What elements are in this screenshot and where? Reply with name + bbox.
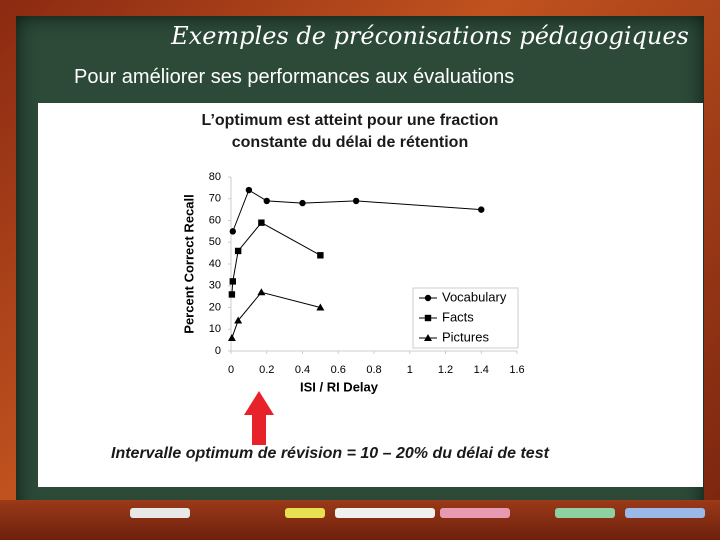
chalk-ledge bbox=[0, 500, 720, 540]
x-tick-label: 0.6 bbox=[331, 364, 346, 376]
y-axis-label: Percent Correct Recall bbox=[181, 194, 196, 333]
marker bbox=[227, 333, 236, 341]
chalk bbox=[440, 508, 510, 518]
marker bbox=[424, 294, 432, 302]
marker bbox=[229, 278, 236, 285]
marker bbox=[258, 219, 265, 226]
marker bbox=[263, 197, 270, 205]
marker bbox=[229, 228, 236, 235]
arrow bbox=[244, 391, 274, 445]
marker bbox=[234, 247, 242, 255]
series-line bbox=[232, 189, 482, 232]
chalk bbox=[285, 508, 325, 518]
y-tick-label: 50 bbox=[209, 236, 221, 248]
y-tick-label: 60 bbox=[209, 214, 221, 226]
x-tick-label: 1 bbox=[407, 364, 413, 376]
slide-title: Exemples de préconisations pédagogiques bbox=[171, 22, 689, 50]
chalk bbox=[555, 508, 615, 518]
y-tick-label: 20 bbox=[209, 301, 221, 313]
marker bbox=[245, 186, 253, 194]
marker bbox=[257, 288, 266, 296]
chart-title: L’optimum est atteint pour une fraction bbox=[202, 112, 499, 129]
marker bbox=[299, 199, 306, 207]
marker bbox=[424, 314, 432, 322]
y-tick-label: 0 bbox=[215, 345, 221, 357]
chalk bbox=[130, 508, 190, 518]
marker bbox=[234, 316, 243, 324]
chalk bbox=[335, 508, 435, 518]
legend-label: Vocabulary bbox=[442, 289, 507, 304]
y-tick-label: 30 bbox=[209, 280, 221, 292]
x-tick-label: 0.2 bbox=[259, 364, 274, 376]
chart: L’optimum est atteint pour une fraction … bbox=[38, 103, 703, 487]
chart-panel bbox=[38, 103, 703, 487]
y-tick-label: 40 bbox=[209, 258, 221, 270]
x-axis-label: ISI / RI Delay bbox=[300, 379, 379, 394]
chalk bbox=[625, 508, 705, 518]
annotation: Intervalle optimum de révision = 10 – 20… bbox=[111, 445, 550, 462]
x-tick-label: 0.4 bbox=[295, 364, 310, 376]
y-tick-label: 70 bbox=[209, 193, 221, 205]
marker bbox=[317, 252, 324, 259]
slide-subtitle: Pour améliorer ses performances aux éval… bbox=[74, 66, 515, 88]
marker bbox=[478, 206, 485, 213]
x-tick-label: 1.4 bbox=[474, 364, 489, 376]
legend-label: Facts bbox=[442, 309, 474, 324]
marker bbox=[316, 303, 325, 311]
legend-label: Pictures bbox=[442, 329, 489, 344]
series-line bbox=[231, 291, 321, 339]
y-tick-label: 10 bbox=[209, 323, 221, 335]
chart-title: constante du délai de rétention bbox=[232, 134, 468, 151]
marker bbox=[424, 334, 432, 341]
y-tick-label: 80 bbox=[209, 171, 221, 183]
x-tick-label: 1.2 bbox=[438, 364, 453, 376]
x-tick-label: 1.6 bbox=[509, 364, 524, 376]
x-tick-label: 0 bbox=[228, 364, 234, 376]
marker bbox=[228, 291, 236, 298]
x-tick-label: 0.8 bbox=[366, 364, 381, 376]
marker bbox=[352, 197, 360, 205]
